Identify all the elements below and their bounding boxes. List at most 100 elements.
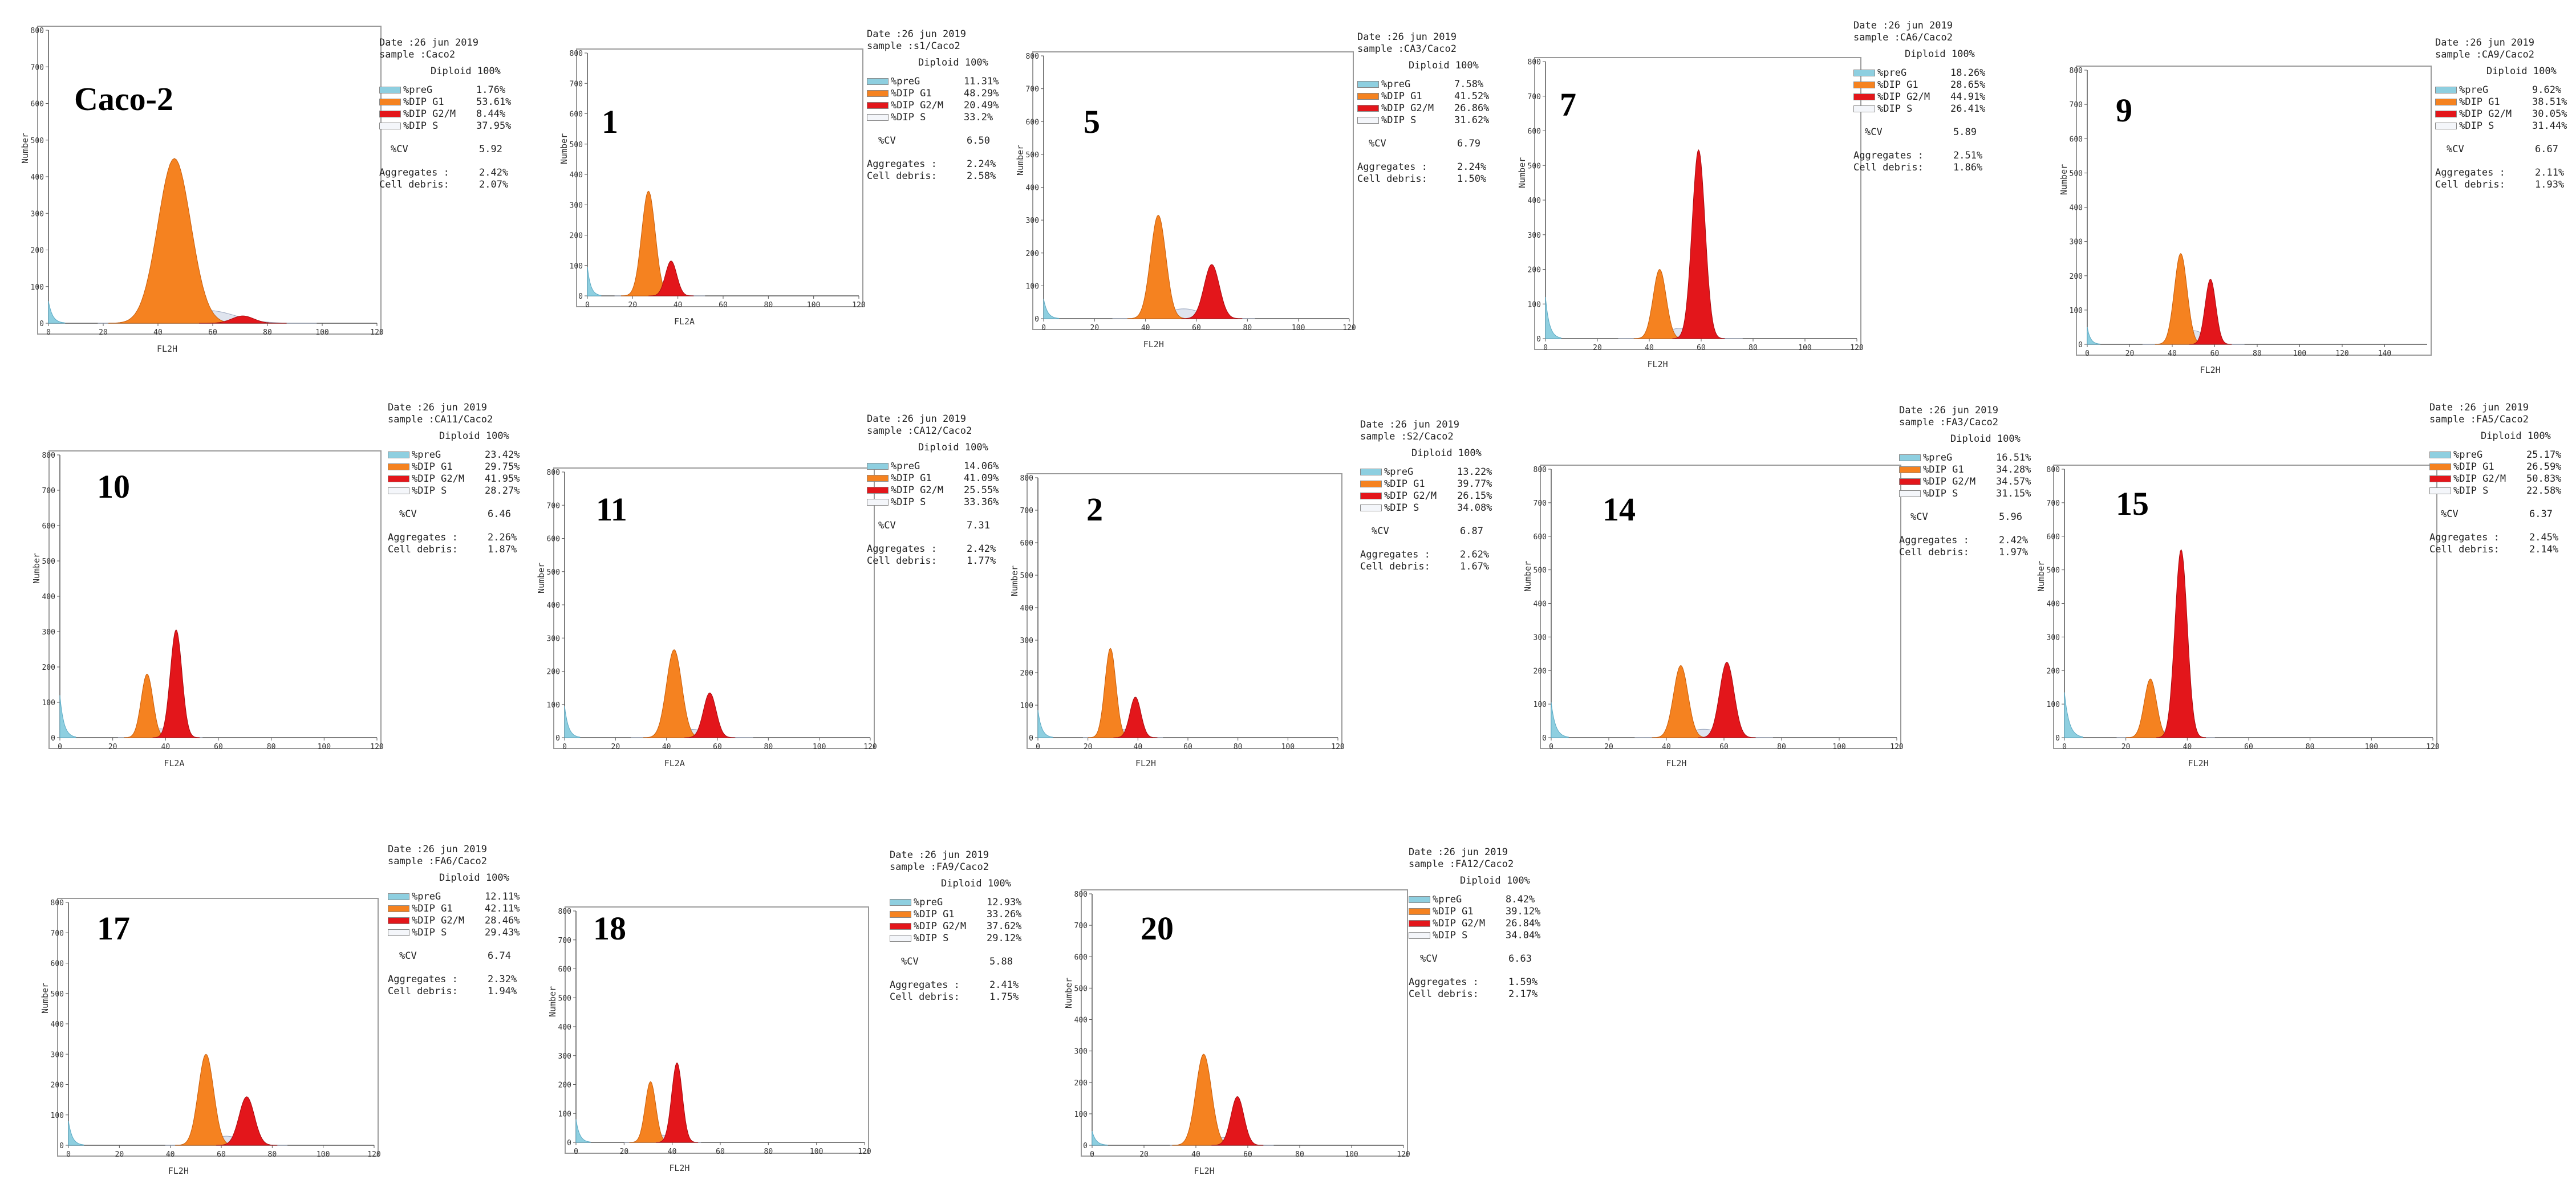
y-tick-label: 100 bbox=[1026, 282, 1039, 291]
x-tick-label: 40 bbox=[166, 1150, 175, 1159]
y-tick-label: 400 bbox=[1534, 600, 1547, 609]
y-tick-label: 300 bbox=[42, 628, 55, 637]
legend-name: %preG bbox=[891, 461, 920, 472]
legend-name: %DIP G2/M bbox=[2459, 108, 2512, 120]
diploid-line: Diploid 100% bbox=[918, 442, 988, 453]
aggregates-row-value: 2.41% bbox=[989, 979, 1019, 991]
legend-name: %preG bbox=[1381, 79, 1411, 90]
legend-value: 33.2% bbox=[964, 112, 993, 123]
y-tick-label: 600 bbox=[1528, 128, 1541, 136]
y-tick-label: 600 bbox=[547, 535, 560, 544]
legend-row: %DIP G1 39.12% bbox=[1409, 906, 1540, 918]
legend-swatch bbox=[867, 90, 889, 97]
legend-value: 20.49% bbox=[964, 100, 999, 111]
legend-value: 7.58% bbox=[1454, 79, 1484, 90]
legend-row: %DIP G1 29.75% bbox=[388, 461, 520, 473]
peak-g1 bbox=[629, 1081, 672, 1143]
sample-line: sample :CA12/Caco2 bbox=[867, 425, 972, 437]
y-axis-title: Number bbox=[1015, 145, 1025, 176]
peak-g2m bbox=[152, 629, 200, 738]
y-tick-label: 100 bbox=[31, 283, 44, 292]
x-tick-label: 100 bbox=[317, 1150, 330, 1159]
peak-preg bbox=[48, 301, 66, 324]
legend-value: 8.42% bbox=[1506, 894, 1535, 905]
legend-name: %DIP S bbox=[1877, 103, 1913, 115]
legend-row: %preG 23.42% bbox=[388, 449, 520, 461]
y-tick-label: 600 bbox=[31, 100, 44, 109]
x-tick-label: 0 bbox=[2085, 349, 2090, 358]
debris-row: Cell debris: 1.97% bbox=[1899, 547, 2031, 559]
legend-name: %DIP G2/M bbox=[1877, 91, 1930, 103]
date-line: Date :26 jun 2019 bbox=[867, 29, 966, 40]
legend-value: 42.11% bbox=[485, 903, 520, 914]
legend-name: %DIP G2/M bbox=[412, 473, 465, 485]
debris-row-value: 2.58% bbox=[967, 170, 996, 182]
cv-row: %CV 5.92 bbox=[379, 144, 511, 156]
x-tick-label: 40 bbox=[1134, 743, 1143, 751]
legend-row: %DIP S 33.2% bbox=[867, 112, 999, 124]
sample-line: sample :FA5/Caco2 bbox=[2429, 414, 2529, 425]
date-line: Date :26 jun 2019 bbox=[1853, 20, 1953, 31]
peak-g2m bbox=[684, 692, 736, 738]
y-tick-label: 300 bbox=[1074, 1048, 1088, 1056]
legend-value: 41.09% bbox=[964, 473, 999, 484]
legend-swatch bbox=[2429, 475, 2451, 482]
x-tick-label: 120 bbox=[2426, 743, 2439, 751]
peak-g1 bbox=[1633, 268, 1686, 339]
x-tick-label: 80 bbox=[1243, 324, 1252, 332]
panel-label: Caco-2 bbox=[74, 80, 173, 117]
analysis-info: Date :26 jun 2019 sample :CA11/Caco2 Diplo… bbox=[388, 402, 520, 556]
date-line: Date :26 jun 2019 bbox=[1899, 405, 1998, 416]
y-tick-label: 400 bbox=[42, 593, 55, 601]
legend-value: 41.95% bbox=[485, 473, 520, 485]
sample-line: sample :FA3/Caco2 bbox=[1899, 417, 1998, 428]
y-axis-title: Number bbox=[1517, 157, 1527, 188]
y-tick-label: 300 bbox=[1026, 217, 1039, 225]
y-tick-label: 500 bbox=[547, 568, 560, 577]
legend-value: 34.57% bbox=[1996, 476, 2031, 487]
x-tick-label: 40 bbox=[161, 743, 171, 751]
sample-line: sample :CA11/Caco2 bbox=[388, 414, 493, 425]
x-axis-title: FL2H bbox=[1666, 758, 1687, 768]
legend-value: 26.15% bbox=[1457, 490, 1492, 502]
legend-swatch bbox=[1409, 920, 1430, 927]
legend-value: 28.65% bbox=[1950, 79, 1986, 91]
legend-value: 26.84% bbox=[1506, 918, 1541, 929]
x-tick-label: 100 bbox=[1798, 344, 1811, 352]
x-tick-label: 60 bbox=[214, 743, 223, 751]
legend-row: %DIP S 29.43% bbox=[388, 927, 520, 939]
cv-value: 5.96 bbox=[1999, 511, 2022, 523]
legend-row: %preG 8.42% bbox=[1409, 894, 1540, 906]
legend-value: 37.62% bbox=[987, 921, 1022, 932]
legend-row: %preG 11.31% bbox=[867, 76, 999, 88]
legend-row: %DIP G1 26.59% bbox=[2429, 461, 2561, 473]
sample-line: sample :s1/Caco2 bbox=[867, 40, 960, 52]
legend-row: %DIP G1 28.65% bbox=[1853, 79, 1985, 91]
legend-name: %DIP G1 bbox=[412, 461, 453, 473]
sample-line: sample :S2/Caco2 bbox=[1360, 431, 1454, 442]
peak-g2m bbox=[1698, 661, 1756, 738]
diploid-line: Diploid 100% bbox=[1950, 433, 2021, 445]
legend-name: %DIP G2/M bbox=[891, 100, 944, 111]
x-tick-label: 0 bbox=[1041, 324, 1046, 332]
legend-name: %DIP G1 bbox=[1433, 906, 1474, 917]
y-tick-label: 0 bbox=[1035, 315, 1039, 324]
debris-row-label: Cell debris: bbox=[1899, 547, 1969, 558]
debris-row-value: 2.07% bbox=[479, 179, 509, 190]
y-tick-label: 300 bbox=[2047, 633, 2060, 642]
cv-value: 6.50 bbox=[967, 135, 990, 147]
y-tick-label: 0 bbox=[1029, 734, 1033, 743]
peak-preg bbox=[1037, 710, 1053, 738]
histogram-svg: 0 100 200 300 400 500 600 700 800 0 20 40 60 80 100 120 bbox=[42, 451, 384, 751]
y-tick-label: 800 bbox=[1528, 58, 1541, 67]
y-tick-label: 500 bbox=[31, 137, 44, 145]
debris-row-value: 1.94% bbox=[488, 986, 517, 997]
legend-name: %DIP G2/M bbox=[1384, 490, 1437, 502]
y-tick-label: 100 bbox=[558, 1110, 571, 1118]
x-tick-label: 20 bbox=[620, 1148, 629, 1156]
x-tick-label: 60 bbox=[1192, 324, 1201, 332]
debris-row-value: 1.75% bbox=[989, 991, 1019, 1003]
legend-swatch bbox=[1409, 896, 1430, 903]
x-tick-label: 20 bbox=[2121, 743, 2131, 751]
y-tick-label: 600 bbox=[1534, 533, 1547, 542]
